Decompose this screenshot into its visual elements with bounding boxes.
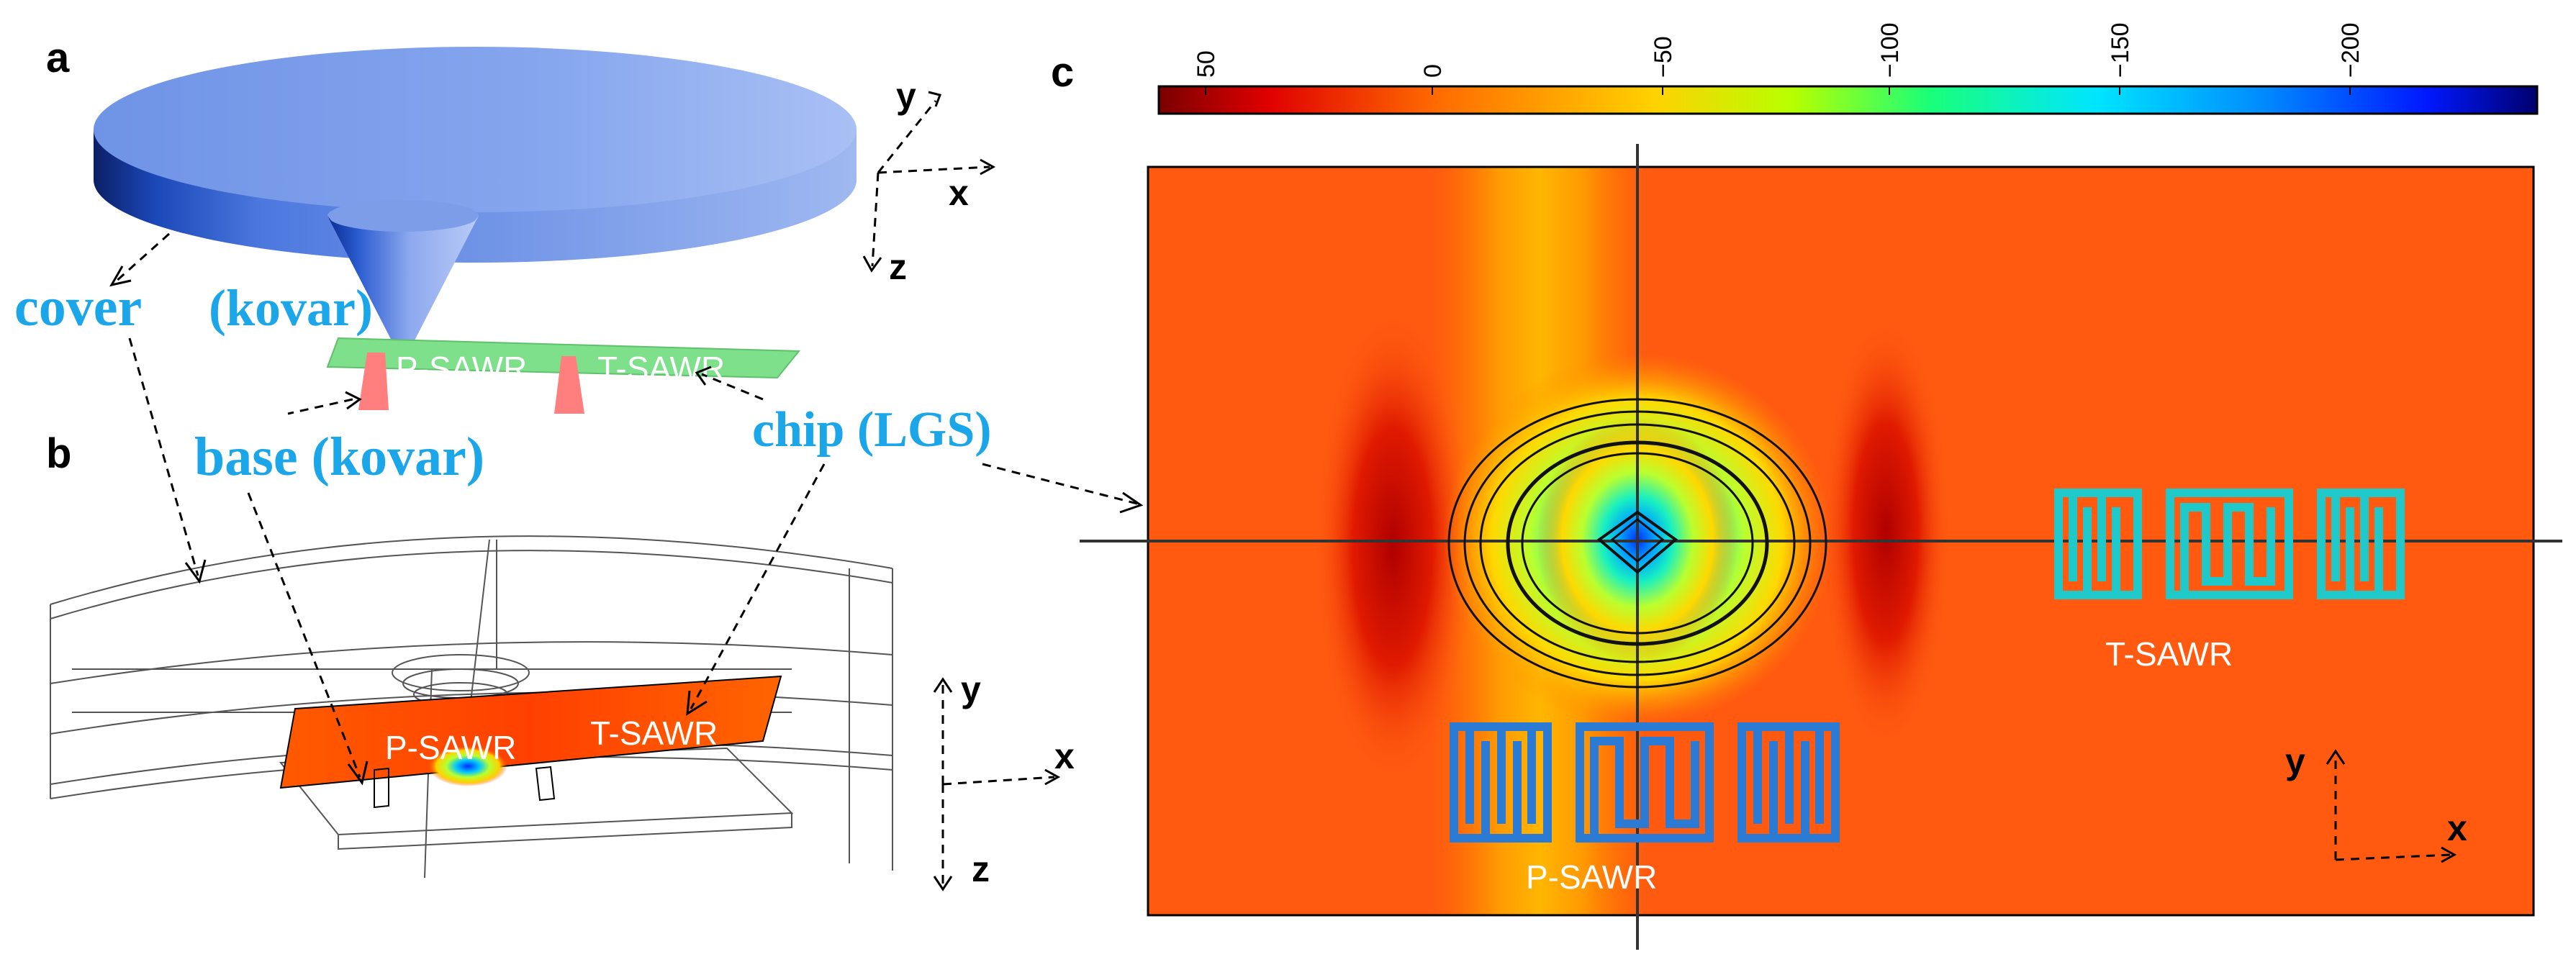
axis-b-x-label: x	[1054, 736, 1075, 776]
colorbar: 50 0 −50 −100 −150 −200	[1157, 22, 2539, 115]
axes-a	[862, 91, 996, 273]
chip-b-field	[279, 675, 782, 809]
chip-3d-model	[326, 337, 801, 414]
axis-b-y-label: y	[961, 669, 981, 709]
colorbar-tick-label: −200	[2337, 22, 2364, 78]
cover-3d-model	[94, 47, 857, 342]
panel-label-c: c	[1051, 49, 1074, 96]
colorbar-tick-label: 0	[1419, 64, 1447, 78]
chip-b-t-sawr-label: T-SAWR	[590, 714, 718, 752]
colorbar-tick-label: −50	[1650, 36, 1677, 78]
axes-c	[2326, 749, 2457, 863]
axis-b-z-label: z	[972, 849, 990, 889]
p-sawr-electrodes	[1450, 722, 1840, 843]
colorbar-tick-label: −100	[1876, 22, 1904, 78]
panel-label-a: a	[46, 35, 70, 81]
axes-b	[933, 677, 1061, 891]
map-t-sawr-label: T-SAWR	[2105, 635, 2233, 673]
map-p-sawr-label: P-SAWR	[1526, 858, 1657, 896]
t-sawr-electrodes	[2054, 489, 2405, 599]
chip-label: chip (LGS)	[752, 402, 992, 458]
axis-c-x-label: x	[2447, 808, 2467, 848]
cover-label: cover	[14, 277, 142, 337]
axis-a-x-label: x	[949, 173, 969, 213]
axis-c-y-label: y	[2285, 741, 2305, 781]
chip-b-p-sawr-label: P-SAWR	[385, 729, 516, 766]
chip-a-p-sawr-label: P-SAWR	[396, 350, 527, 387]
cover-material-label: (kovar)	[209, 279, 373, 337]
panel-label-b: b	[46, 430, 71, 477]
base-label: base (kovar)	[194, 427, 484, 487]
field-map	[1080, 144, 2562, 950]
axis-a-z-label: z	[889, 247, 907, 287]
colorbar-tick-label: 50	[1193, 50, 1220, 78]
pointer-arrows	[109, 232, 1144, 786]
axis-a-y-label: y	[896, 76, 916, 116]
colorbar-tick-label: −150	[2107, 22, 2134, 78]
